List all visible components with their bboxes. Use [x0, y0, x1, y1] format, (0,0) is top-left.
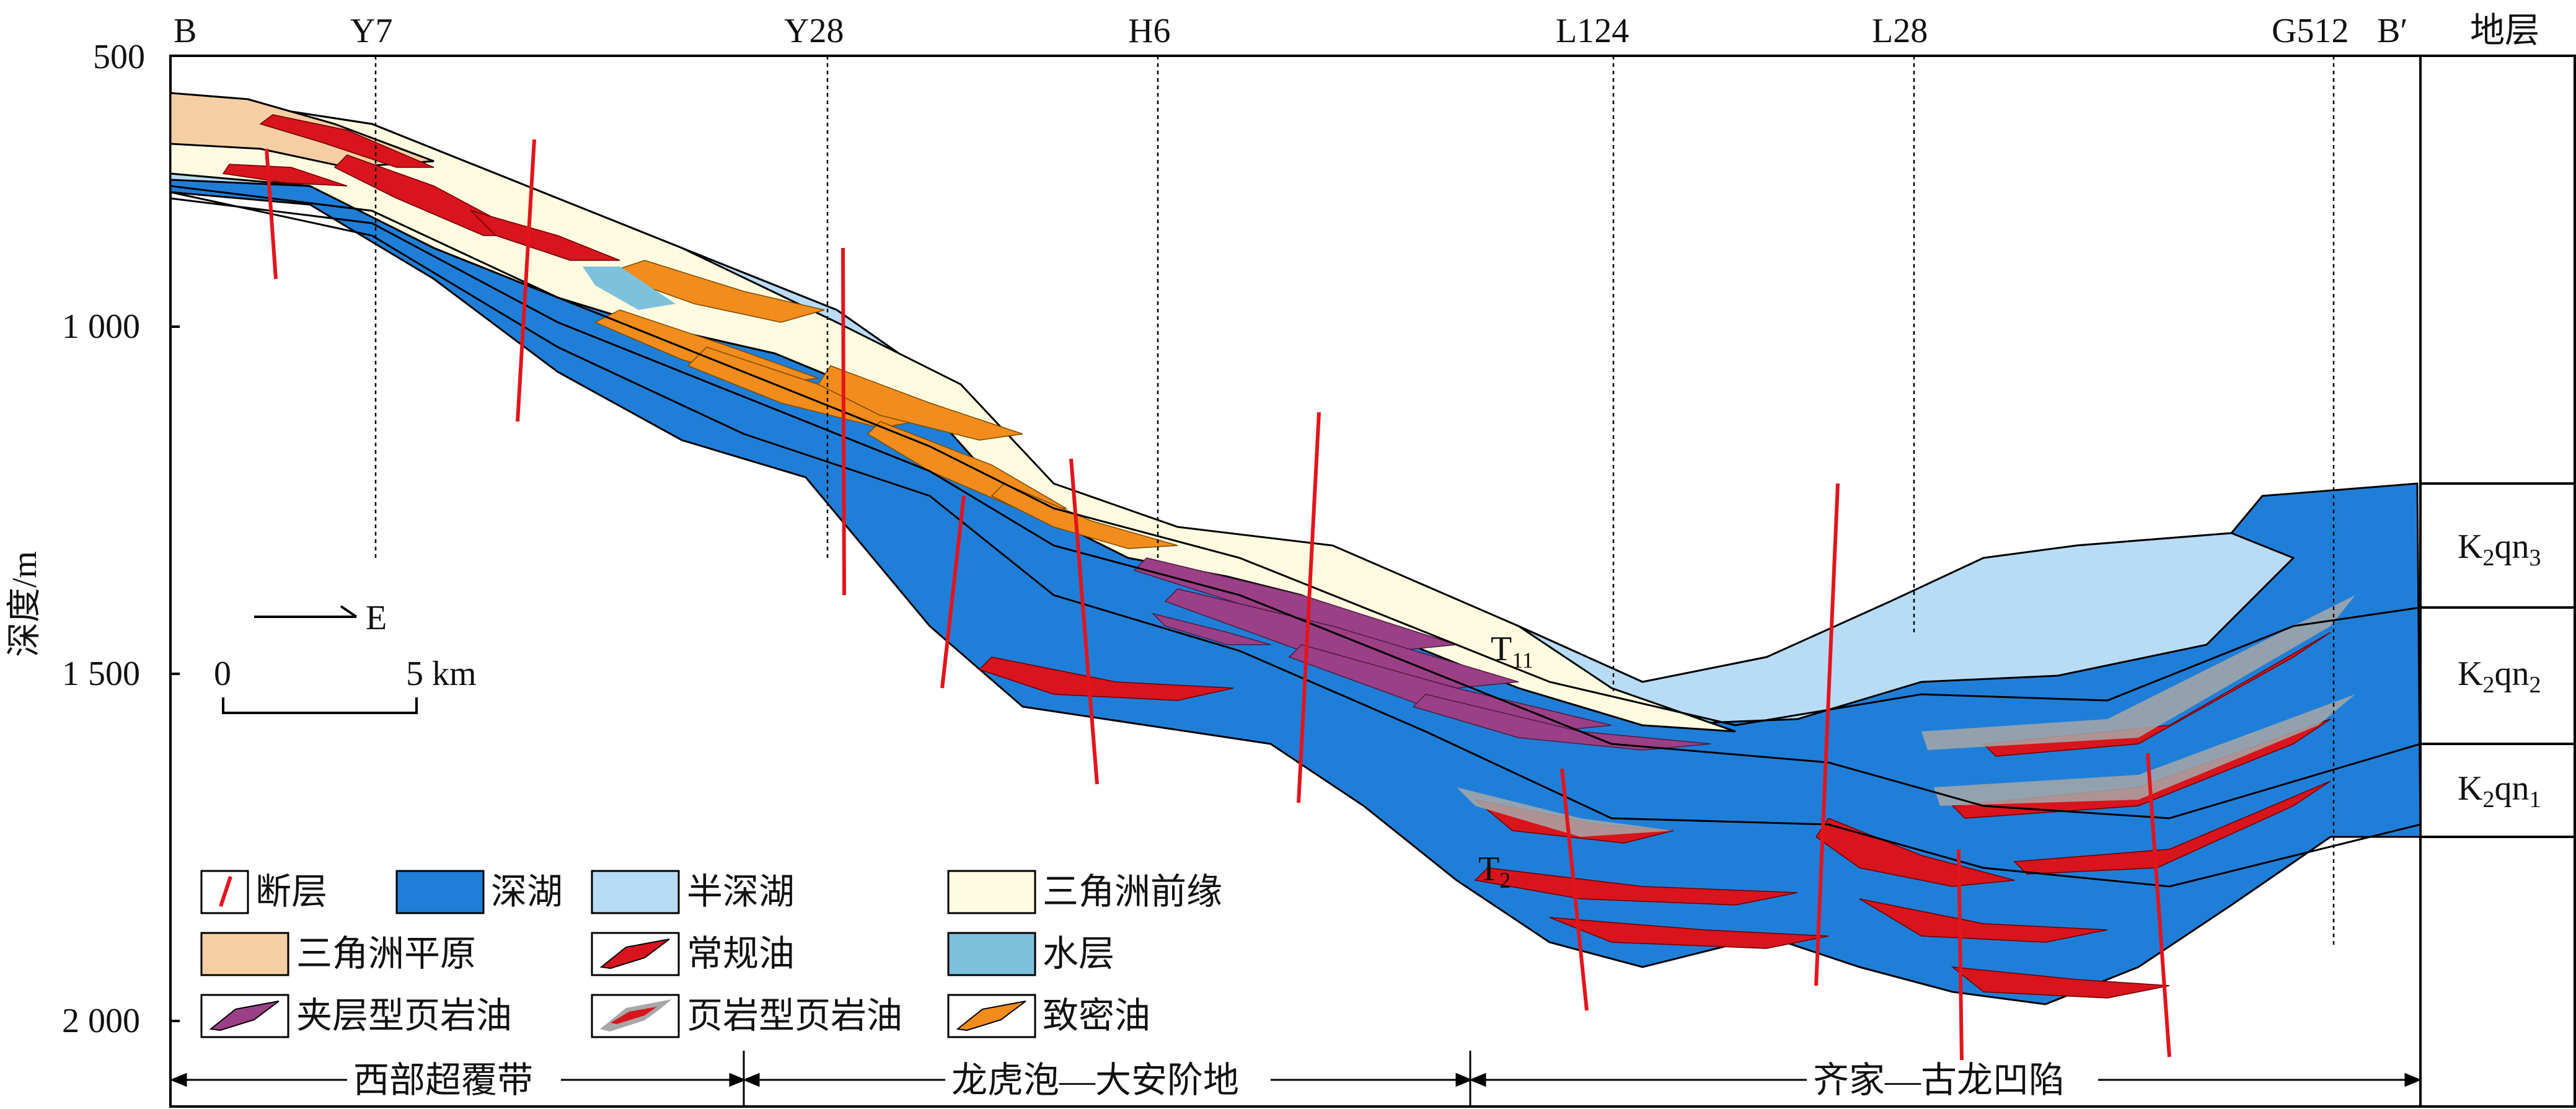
- shale-type-shale-oil-lens: [1921, 595, 2355, 750]
- horizon-lines: [170, 185, 2421, 888]
- strata-column: [2419, 55, 2576, 1108]
- legend-label-shale-type-shale-oil: 页岩型页岩油: [687, 996, 902, 1036]
- fault: [1297, 412, 1321, 803]
- strata-header: 地层: [2470, 12, 2539, 50]
- horizon-label-t11: T11: [1491, 630, 1533, 673]
- scale-bar-end: 5 km: [406, 655, 477, 693]
- shale-type-shale-oil-bodies: [1457, 595, 2355, 837]
- tight-oil-icon: [956, 1001, 1026, 1032]
- legend-label-tight-oil: 致密油: [1043, 996, 1150, 1036]
- well-lines: [374, 56, 2335, 948]
- arrowhead: [743, 1072, 760, 1087]
- legend-label-water-layer: 水层: [1043, 934, 1114, 974]
- well-name-h6: H6: [1128, 12, 1170, 50]
- legend-label-conventional-oil: 常规油: [687, 934, 795, 974]
- well-name-y28: Y28: [784, 12, 844, 50]
- well-name-l124: L124: [1556, 12, 1629, 50]
- fault: [2146, 753, 2171, 1058]
- conventional-oil-lens: [469, 210, 620, 261]
- tight-oil-lens: [817, 365, 1023, 441]
- fault: [265, 148, 278, 280]
- arrowhead: [729, 1072, 746, 1087]
- strata-label-k2qn3: K2qn3: [2458, 528, 2541, 571]
- legend-label-interbed-shale-oil: 夹层型页岩油: [296, 996, 512, 1036]
- scale-bar-start: 0: [214, 655, 231, 693]
- conventional-oil-lens: [1549, 917, 1829, 949]
- fault: [940, 495, 966, 689]
- region-label-bg: [945, 1061, 1271, 1098]
- arrowhead: [2404, 1072, 2422, 1087]
- conventional-oil-icon: [599, 939, 670, 970]
- compass-label: E: [366, 599, 387, 637]
- compass: E: [254, 599, 387, 637]
- interbed-shale-oil-lens: [1151, 612, 1271, 645]
- region-label-sag: 齐家—古龙凹陷: [1813, 1060, 2065, 1100]
- legend-swatch-delta-plain: [200, 932, 289, 976]
- depth-tick-1500: 1 500: [62, 655, 140, 693]
- region-label-terrace: 龙虎泡—大安阶地: [951, 1060, 1239, 1100]
- depth-tick-2000: 2 000: [62, 1002, 140, 1040]
- fault-icon: [219, 876, 232, 907]
- legend-label-semi-deep-lake: 半深湖: [687, 872, 795, 912]
- fault: [1814, 483, 1840, 986]
- horizon-line: [170, 197, 2421, 820]
- legend-swatch-water-layer: [947, 932, 1036, 976]
- legend-label-delta-plain: 三角洲平原: [296, 934, 476, 974]
- geologic-section: T11 T2: [169, 56, 2422, 1061]
- conventional-oil-lens: [259, 114, 434, 168]
- well-name-y7: Y7: [350, 12, 392, 50]
- depth-tick-500: 500: [93, 38, 145, 76]
- region-label-bg: [347, 1061, 561, 1098]
- water-layer-body: [583, 267, 676, 310]
- interbed-shale-oil-icon: [209, 1001, 280, 1032]
- arrowhead: [1469, 1072, 1486, 1087]
- conventional-oil-lens: [1951, 966, 2170, 999]
- arrowhead: [170, 1072, 187, 1087]
- well-name-l28: L28: [1872, 12, 1928, 50]
- interbed-shale-oil-bodies: [1133, 557, 1711, 751]
- legend-label-deep-lake: 深湖: [491, 872, 563, 912]
- right-end-label: B′: [2377, 12, 2408, 50]
- well-name-g512: G512: [2272, 12, 2349, 50]
- legend: 断层 深湖 半深湖 三角洲前缘 三角洲平原 常规油 水层 夹层型页岩油 页岩型页…: [200, 870, 1222, 1038]
- shale-type-shale-oil-lens: [1457, 787, 1674, 837]
- conventional-oil-lens: [222, 164, 348, 187]
- horizon-line: [170, 185, 2421, 727]
- arrowhead: [1455, 1072, 1473, 1087]
- conventional-oil-lens: [2013, 780, 2331, 875]
- scale-bar-line: [222, 697, 418, 714]
- fault: [1069, 458, 1099, 785]
- scale-bar: 0 5 km: [214, 655, 477, 714]
- compass-arrowhead: [340, 605, 358, 618]
- fault: [1560, 768, 1589, 1011]
- fault: [516, 139, 536, 422]
- conventional-oil-lens: [1859, 898, 2108, 943]
- legend-swatch-delta-front: [947, 870, 1036, 914]
- horizon-line: [170, 191, 2421, 888]
- region-label-western: 西部超覆带: [353, 1060, 533, 1100]
- horizon-label-t2: T2: [1478, 850, 1511, 893]
- shale-type-shale-oil-lens: [1934, 694, 2355, 806]
- conventional-oil-lens: [978, 656, 1234, 701]
- legend-swatch-semi-deep-lake: [591, 870, 680, 914]
- legend-label-delta-front: 三角洲前缘: [1043, 872, 1222, 912]
- legend-swatch-fault: [200, 870, 249, 914]
- strata-label-k2qn2: K2qn2: [2458, 655, 2541, 698]
- legend-label-fault: 断层: [255, 872, 327, 912]
- strata-label-k2qn1: K2qn1: [2458, 769, 2541, 813]
- left-end-label: B: [174, 12, 196, 50]
- region-label-bg: [1807, 1061, 2098, 1098]
- fault: [1957, 849, 1964, 1061]
- conventional-oil-lens: [1474, 867, 1798, 906]
- depth-tick-1000: 1 000: [62, 307, 140, 346]
- shale-type-shale-oil-core-icon: [611, 1007, 657, 1024]
- legend-swatch-deep-lake: [395, 870, 485, 914]
- fault-lines: [265, 139, 2171, 1061]
- fault: [841, 247, 846, 596]
- depth-axis-title: 深度/m: [6, 551, 44, 657]
